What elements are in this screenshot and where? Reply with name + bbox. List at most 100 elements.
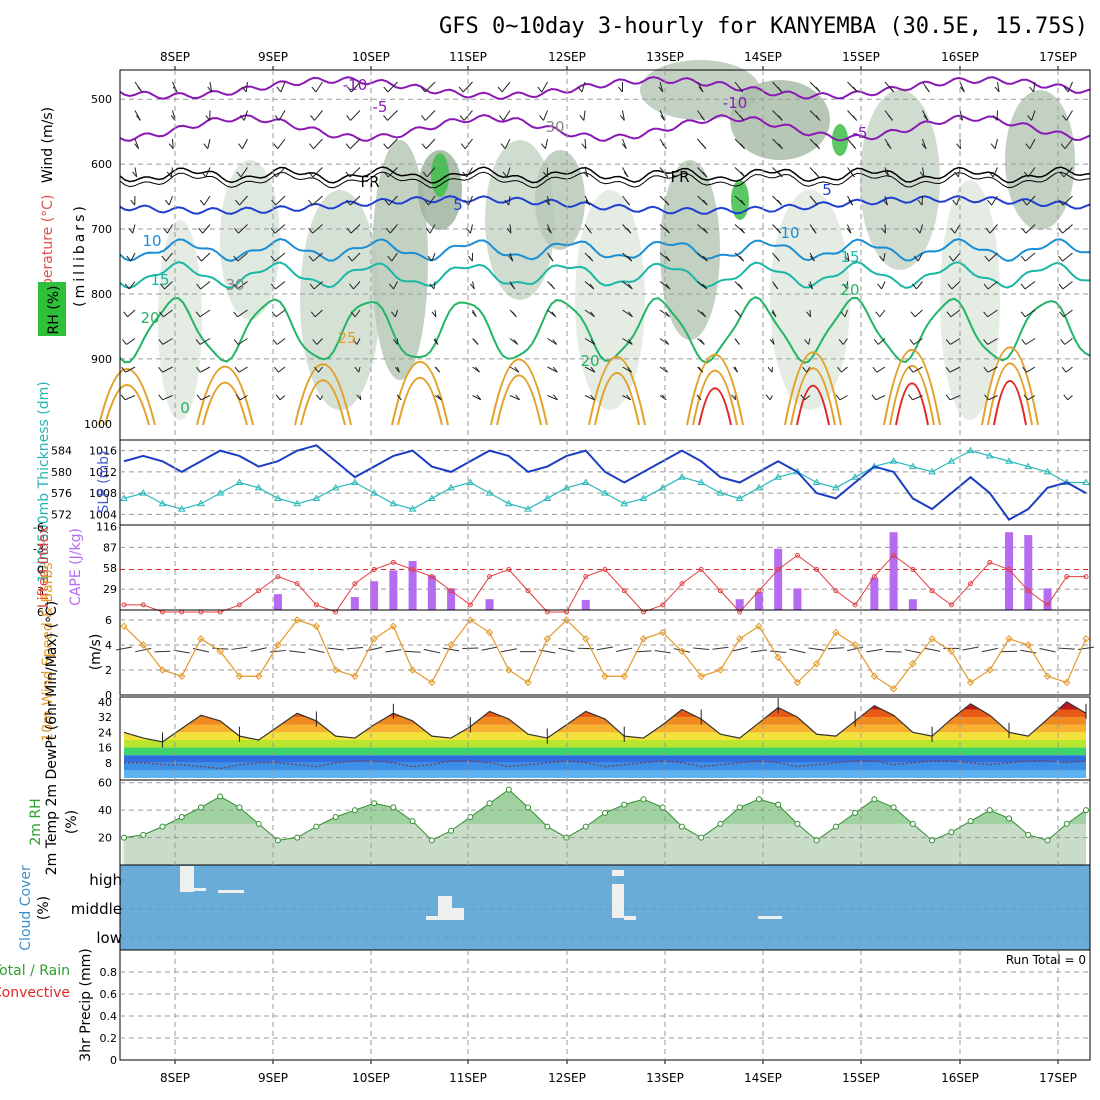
thickness-point xyxy=(658,483,667,491)
wind-barb-flag xyxy=(424,199,429,206)
wind-barb xyxy=(426,167,436,178)
temp-dome-contour xyxy=(889,364,935,426)
wind-barb xyxy=(1062,195,1073,206)
date-tick-top: 15SEP xyxy=(842,50,880,64)
wind-panel-frame xyxy=(119,609,1091,696)
surface-wind-barb xyxy=(135,647,152,653)
precip-tick: 0.2 xyxy=(100,1032,118,1045)
wind-barb xyxy=(238,224,248,234)
precip-unit-label: 3hr Precip (mm) xyxy=(78,948,94,1061)
wind-barb-flag xyxy=(696,394,702,401)
rh-point xyxy=(1044,837,1051,844)
rh-label: 2m RH xyxy=(28,798,44,845)
wind-barb-flag xyxy=(1059,311,1064,318)
wind-speed-point xyxy=(928,635,936,643)
wind-speed-point xyxy=(370,635,378,643)
rh-point xyxy=(640,796,647,803)
wind-barb-flag xyxy=(384,199,390,206)
rh-shading xyxy=(575,190,645,410)
wind-barb-flag xyxy=(310,115,315,121)
temp-dome-contour xyxy=(490,358,548,426)
wind-barb-flag xyxy=(590,339,596,345)
wind-barb xyxy=(988,395,998,401)
thickness-label: 1000-500mb Thickness (dm) xyxy=(36,381,52,582)
thickness-point xyxy=(120,494,128,501)
wind-barb xyxy=(237,252,248,262)
rh-point xyxy=(717,820,724,827)
wind-barb xyxy=(168,195,173,206)
wind-barb xyxy=(312,224,323,234)
wind-barb xyxy=(583,110,586,121)
wind-barb-flag xyxy=(383,171,389,178)
wind-barb-flag xyxy=(660,115,666,121)
rh-point xyxy=(775,801,782,808)
wind-barb xyxy=(622,281,633,290)
date-tick-top: 9SEP xyxy=(258,50,288,64)
wind-barb-flag xyxy=(883,199,888,206)
rh-shading xyxy=(300,190,380,410)
wind-barb-flag xyxy=(270,255,276,262)
thickness-point xyxy=(1043,467,1052,475)
rh-shading xyxy=(640,60,760,120)
wind-barb xyxy=(804,395,811,401)
wind-barb-flag xyxy=(345,171,351,178)
wind-barb-flag xyxy=(513,339,519,345)
rh-point xyxy=(582,823,589,830)
temp-label: 2m Temp 2m DewPt (6hr Min/Max) (°C) xyxy=(44,601,60,876)
rh-point xyxy=(371,800,378,807)
wind-barb-flag xyxy=(159,311,164,318)
date-tick-bottom: 16SEP xyxy=(941,1071,979,1085)
wind-barb xyxy=(314,309,323,318)
wind-barb xyxy=(393,281,398,290)
wind-barb xyxy=(584,309,595,318)
wind-barb-flag xyxy=(235,199,240,206)
wind-barb xyxy=(883,252,886,262)
wind-barb-flag xyxy=(703,227,708,234)
wind-speed-point xyxy=(524,678,532,687)
wind-barb-flag xyxy=(197,255,202,262)
li-point xyxy=(852,602,858,608)
wind-barb-flag xyxy=(128,227,134,234)
wind-barb-flag xyxy=(1021,227,1027,234)
surface-wind-barb xyxy=(289,650,306,654)
wind-barb-flag xyxy=(347,86,352,93)
wind-barb-flag xyxy=(701,143,707,150)
wind-barb-flag xyxy=(514,366,520,373)
wind-barb-flag xyxy=(346,227,352,234)
thickness-point xyxy=(254,483,263,491)
wind-barb xyxy=(165,252,173,262)
rh-point xyxy=(909,820,916,827)
li-point xyxy=(583,574,589,580)
wind-barb xyxy=(207,138,211,149)
wind-barb xyxy=(509,224,512,234)
rh-point xyxy=(486,800,493,807)
wind-speed-point xyxy=(966,678,975,687)
wind-barb xyxy=(1025,338,1036,345)
wind-barb xyxy=(914,309,923,318)
wind-barb xyxy=(350,110,361,121)
wind-barb xyxy=(988,252,998,262)
surface-wind-barb xyxy=(885,650,902,653)
wind-barb-flag xyxy=(731,394,736,401)
wind-barb-flag xyxy=(506,227,512,234)
rh-point xyxy=(255,820,262,827)
wind-barb-flag xyxy=(590,394,595,401)
wind-barb-flag xyxy=(195,311,201,318)
wind-barb xyxy=(1062,224,1073,234)
lifted-index-label: Lifted Index xyxy=(36,526,52,608)
wind-barb-flag xyxy=(808,283,813,290)
date-tick-bottom: 12SEP xyxy=(548,1071,586,1085)
wind-barb xyxy=(200,281,211,290)
rh-shading xyxy=(770,190,850,410)
wind-barb xyxy=(353,281,361,290)
wind-barb-flag xyxy=(239,115,245,121)
wind-speed-point xyxy=(639,635,648,643)
thickness-point xyxy=(678,473,686,480)
surface-wind-barb xyxy=(1077,646,1095,650)
wind-barb-flag xyxy=(590,366,596,373)
wind-barb-flag xyxy=(919,171,925,178)
rh-shading xyxy=(535,150,585,250)
thickness-point xyxy=(774,473,783,480)
rh-shading xyxy=(220,160,280,320)
